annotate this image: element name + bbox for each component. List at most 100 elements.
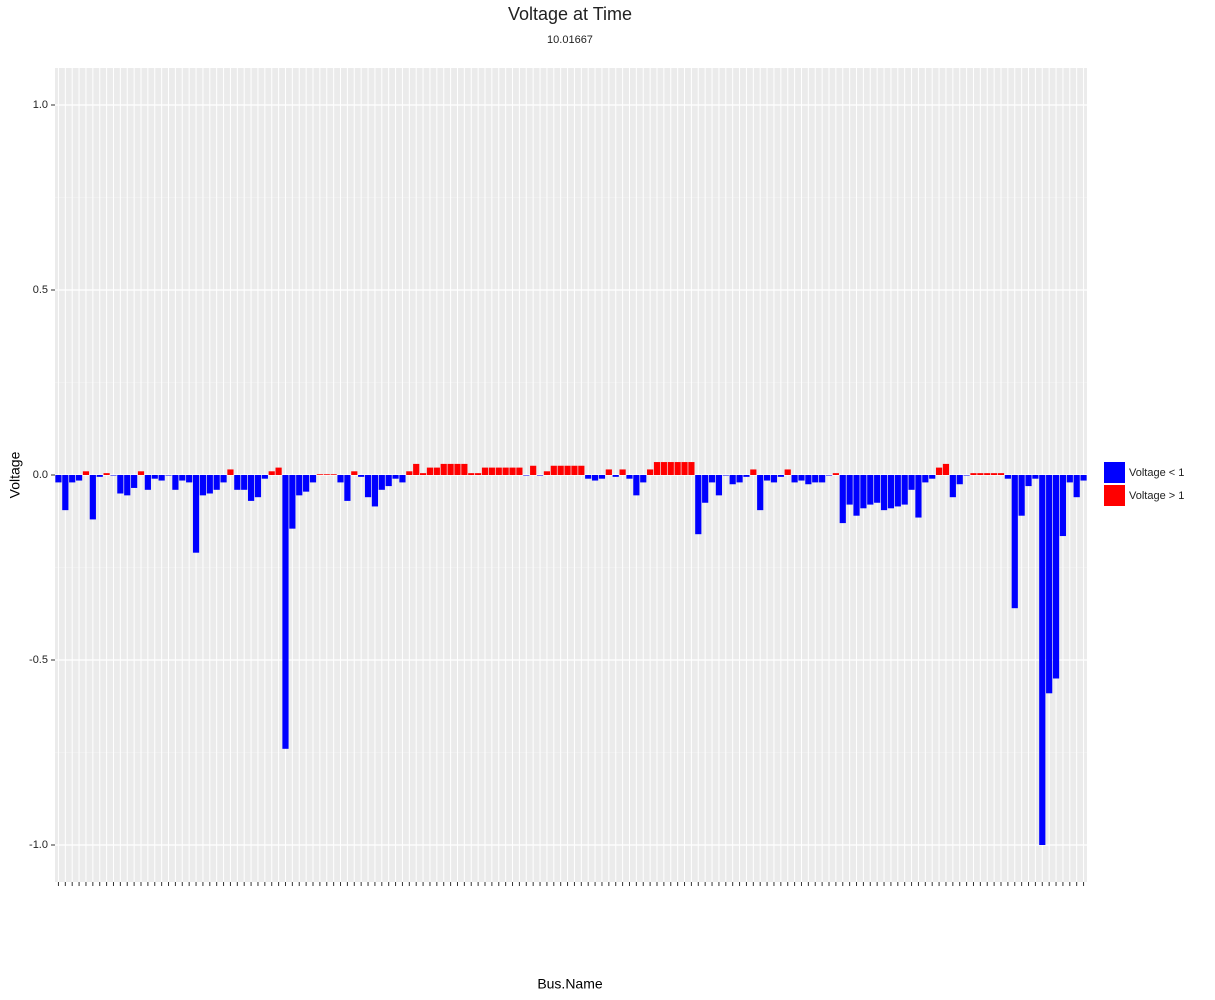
- bar: [805, 475, 812, 485]
- bar: [199, 475, 207, 496]
- legend-label: Voltage < 1: [1129, 467, 1184, 479]
- bar: [406, 471, 413, 475]
- bar: [309, 475, 317, 483]
- bar: [812, 475, 819, 483]
- bar: [1018, 475, 1025, 516]
- bar: [1080, 475, 1087, 481]
- bar: [344, 475, 351, 501]
- bar: [750, 469, 757, 475]
- bar: [530, 465, 537, 475]
- legend-label: Voltage > 1: [1129, 490, 1184, 502]
- bar: [922, 475, 929, 483]
- bar: [970, 473, 977, 475]
- bar: [413, 463, 420, 475]
- bar: [557, 465, 564, 475]
- bar: [502, 467, 509, 475]
- bar: [247, 475, 255, 501]
- bar: [124, 475, 131, 496]
- bar: [461, 463, 468, 475]
- bar: [144, 475, 151, 490]
- bar: [475, 473, 482, 475]
- bar: [351, 471, 358, 475]
- bar: [151, 475, 158, 479]
- bar: [358, 475, 365, 477]
- bar: [1073, 475, 1080, 498]
- bar: [110, 475, 117, 476]
- bar: [131, 475, 138, 488]
- bar: [991, 473, 998, 475]
- x-axis-label: Bus.Name: [537, 976, 603, 992]
- bar: [254, 475, 262, 498]
- bar: [1046, 475, 1053, 694]
- bar: [261, 475, 268, 479]
- bar: [853, 475, 860, 516]
- bar: [550, 465, 557, 475]
- bar: [942, 463, 950, 475]
- bar: [626, 475, 633, 479]
- chart-title: Voltage at Time: [508, 4, 632, 24]
- bar: [1011, 475, 1018, 609]
- bar: [1039, 475, 1046, 845]
- bar: [296, 475, 303, 496]
- bar: [1066, 475, 1073, 483]
- bar: [653, 462, 661, 475]
- chart-subtitle: 10.01667: [547, 34, 593, 46]
- bar: [337, 475, 344, 483]
- y-tick-label: 0.5: [33, 284, 48, 296]
- legend-swatch: [1104, 462, 1125, 483]
- bar: [275, 467, 282, 475]
- bar: [949, 475, 956, 498]
- bar: [715, 475, 723, 496]
- bar: [894, 475, 901, 507]
- bar: [440, 463, 447, 475]
- bar: [69, 475, 76, 483]
- bar: [96, 475, 103, 477]
- bar: [392, 475, 399, 479]
- bar: [743, 475, 750, 477]
- bar: [578, 465, 585, 475]
- bar: [977, 473, 984, 475]
- bar: [585, 475, 592, 479]
- bar: [605, 469, 612, 475]
- bar: [763, 475, 771, 481]
- bar: [543, 471, 551, 475]
- bar: [447, 463, 454, 475]
- bar: [385, 475, 392, 487]
- bar: [165, 475, 172, 476]
- bar: [647, 469, 654, 475]
- bar: [887, 475, 895, 509]
- bar: [227, 469, 234, 475]
- bar: [667, 462, 674, 475]
- bar: [1004, 475, 1011, 479]
- bar: [633, 475, 640, 496]
- bar: [791, 475, 798, 483]
- bar: [640, 475, 647, 483]
- bar: [1025, 475, 1032, 487]
- bar: [509, 467, 516, 475]
- bar: [364, 475, 372, 498]
- bar: [1052, 475, 1060, 679]
- bar: [757, 475, 764, 511]
- bar: [371, 475, 379, 507]
- bar: [702, 475, 709, 503]
- y-tick-label: -0.5: [29, 654, 48, 666]
- bar: [303, 475, 310, 492]
- bar: [915, 475, 922, 518]
- bar: [564, 465, 571, 475]
- bar: [103, 473, 110, 475]
- bar: [282, 475, 289, 749]
- bar: [832, 473, 839, 475]
- bar: [612, 475, 619, 477]
- bar: [330, 474, 337, 475]
- bar: [736, 475, 743, 483]
- bar: [268, 471, 275, 475]
- bar: [192, 475, 200, 553]
- bar: [722, 475, 729, 476]
- bar: [488, 467, 495, 475]
- y-tick-label: 0.0: [33, 469, 48, 481]
- bar: [433, 467, 440, 475]
- bar: [846, 475, 853, 505]
- bar: [997, 473, 1005, 475]
- bar: [874, 475, 881, 503]
- bar: [681, 462, 688, 475]
